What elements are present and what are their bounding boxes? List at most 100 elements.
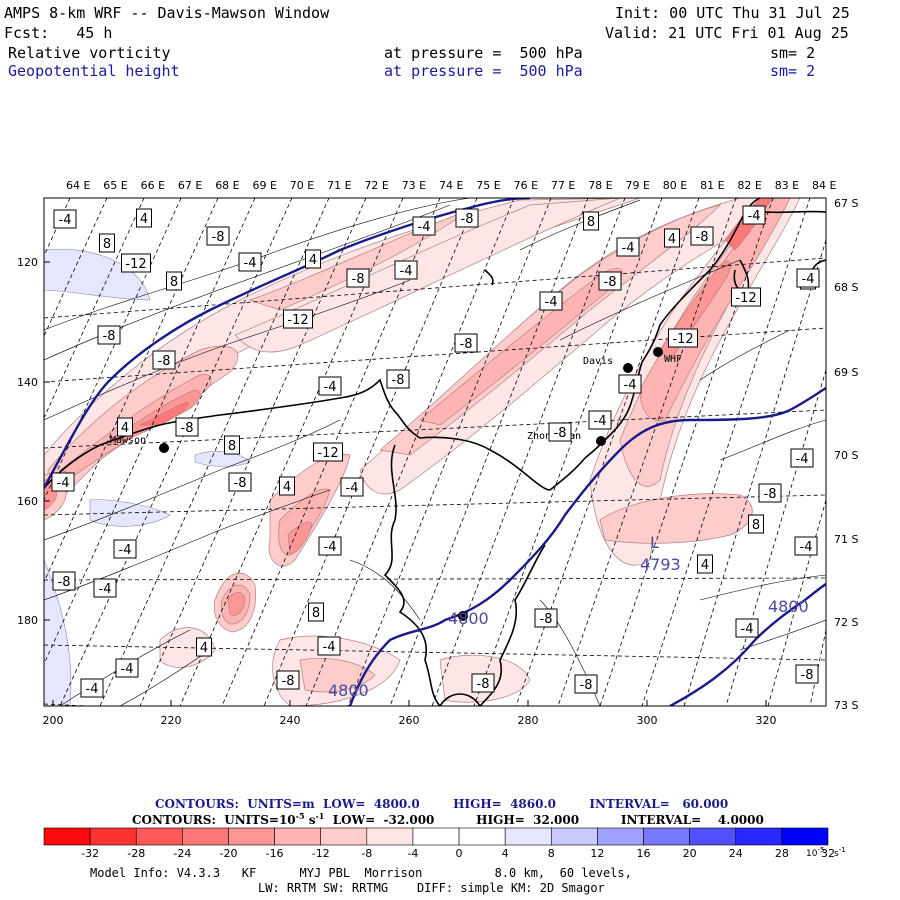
vorticity-label-box: [52, 571, 76, 591]
vorticity-label: -4: [545, 295, 558, 310]
colorbar-units-exp2: -1: [839, 846, 846, 854]
x-tick-label: 320: [756, 714, 777, 727]
lon-label: 69 E: [253, 179, 277, 192]
vorticity-label: 8: [228, 439, 236, 454]
vorticity-label-box: [166, 271, 182, 291]
vorticity-label: -8: [477, 677, 490, 692]
colorbar-tick-label: 24: [729, 847, 743, 860]
vorticity-label-box: [731, 287, 761, 307]
field1-smooth: sm= 2: [770, 44, 816, 62]
colorbar-tick-label: 28: [775, 847, 789, 860]
vorticity-label-box: [317, 636, 341, 656]
vort-info-b: s: [304, 813, 316, 827]
vorticity-label-box: [386, 369, 410, 389]
lon-label: 70 E: [290, 179, 314, 192]
vorticity-label-box: [318, 536, 342, 556]
vorticity-label-box: [748, 514, 764, 534]
x-tick-label: 240: [280, 714, 301, 727]
vorticity-label: -8: [282, 674, 295, 689]
vorticity-label-box: [318, 376, 342, 396]
vorticity-label: -4: [400, 264, 413, 279]
vorticity-label: -8: [234, 476, 247, 491]
vorticity-label-box: [618, 374, 642, 394]
vorticity-label-box: [283, 309, 313, 329]
vorticity-label-box: [152, 350, 176, 370]
longitude-labels: 64 E 65 E 66 E 67 E 68 E 69 E 70 E 71 E 72 E 73 E…: [66, 179, 836, 192]
vort-info-sup2: -1: [315, 811, 325, 821]
height-label-4800-east: 4800: [768, 597, 809, 616]
vorticity-label: -12: [672, 332, 693, 347]
svg-text:10-5: 10-5: [806, 846, 824, 859]
vorticity-label-box: [574, 674, 598, 694]
vorticity-label-box: [93, 578, 117, 598]
vorticity-label: -8: [352, 272, 365, 287]
x-tick-label: 260: [399, 714, 420, 727]
vorticity-label-box: [276, 670, 300, 690]
vorticity-label: -8: [580, 678, 593, 693]
station-inland: [458, 611, 468, 621]
vorticity-label: -8: [460, 337, 473, 352]
vorticity-label: -4: [800, 540, 813, 555]
vorticity-label-box: [454, 333, 478, 353]
vorticity-label-box: [455, 208, 479, 228]
colorbar-tick-label: 4: [502, 847, 509, 860]
lon-label: 74 E: [439, 179, 463, 192]
lon-label: 78 E: [588, 179, 612, 192]
low-center-letter: L: [650, 533, 659, 552]
colorbar-tick-label: 0: [456, 847, 463, 860]
colorbar-swatch: [735, 827, 783, 846]
vort-info-sup: -5: [295, 811, 305, 821]
vorticity-label: -8: [554, 426, 567, 441]
model-info-line2: LW: RRTM SW: RRTMG DIFF: simple KM: 2D S…: [258, 881, 605, 895]
vorticity-label-box: [53, 209, 77, 229]
station-whf: [653, 347, 663, 357]
vorticity-label: 4: [283, 480, 291, 495]
vorticity-label-box: [279, 476, 295, 496]
x-tick-label: 280: [518, 714, 539, 727]
vorticity-label-box: [790, 448, 814, 468]
vorticity-label: -4: [418, 220, 431, 235]
vorticity-label: -8: [540, 612, 553, 627]
vorticity-label: -8: [181, 421, 194, 436]
colorbar-swatch: [274, 827, 322, 846]
field1-level: at pressure = 500 hPa: [384, 44, 583, 62]
vorticity-label: -4: [594, 414, 607, 429]
y-axis-ticks: 120 140 160 180: [17, 256, 50, 627]
x-tick-label: 200: [43, 714, 64, 727]
vorticity-label: 4: [309, 253, 317, 268]
colorbar-units-s: s: [834, 849, 839, 859]
plot-frame: [43, 197, 827, 707]
vorticity-label: 8: [170, 275, 178, 290]
colorbar-tick-label: 8: [548, 847, 555, 860]
vorticity-label-box: [534, 608, 558, 628]
vorticity-label-box: [196, 637, 212, 657]
vorticity-label-box: [97, 325, 121, 345]
lon-label: 67 E: [178, 179, 202, 192]
vorticity-label: 8: [312, 606, 320, 621]
lat-label: 71 S: [834, 533, 858, 546]
vort-info-c: LOW= -32.000 HIGH= 32.000 INTERVAL= 4.00…: [324, 813, 764, 827]
vorticity-label-box: [588, 410, 612, 430]
station-zhongshan: [596, 436, 606, 446]
colorbar-tick-label: 32: [821, 847, 835, 860]
vorticity-label-box: [305, 249, 321, 269]
vorticity-label-box: [583, 211, 599, 231]
colorbar-swatch: [228, 827, 275, 846]
colorbar-swatch: [135, 827, 183, 846]
vorticity-label: -8: [58, 575, 71, 590]
vorticity-label: -4: [244, 256, 257, 271]
vorticity-label: -4: [323, 640, 336, 655]
coastline: [44, 198, 826, 706]
height-contours: [44, 198, 826, 706]
vorticity-label-box: [51, 472, 75, 492]
field1-name: Relative vorticity: [8, 44, 171, 62]
colorbar-swatch: [366, 827, 414, 846]
vorticity-label: -8: [461, 212, 474, 227]
colorbar-tick-label: -8: [361, 847, 372, 860]
lon-label: 72 E: [364, 179, 388, 192]
colorbar-swatch: [89, 827, 137, 846]
lon-label: 65 E: [103, 179, 127, 192]
y-tick-label: 180: [17, 614, 38, 627]
lon-label: 76 E: [514, 179, 538, 192]
forecast-hour: Fcst: 45 h: [4, 24, 113, 42]
